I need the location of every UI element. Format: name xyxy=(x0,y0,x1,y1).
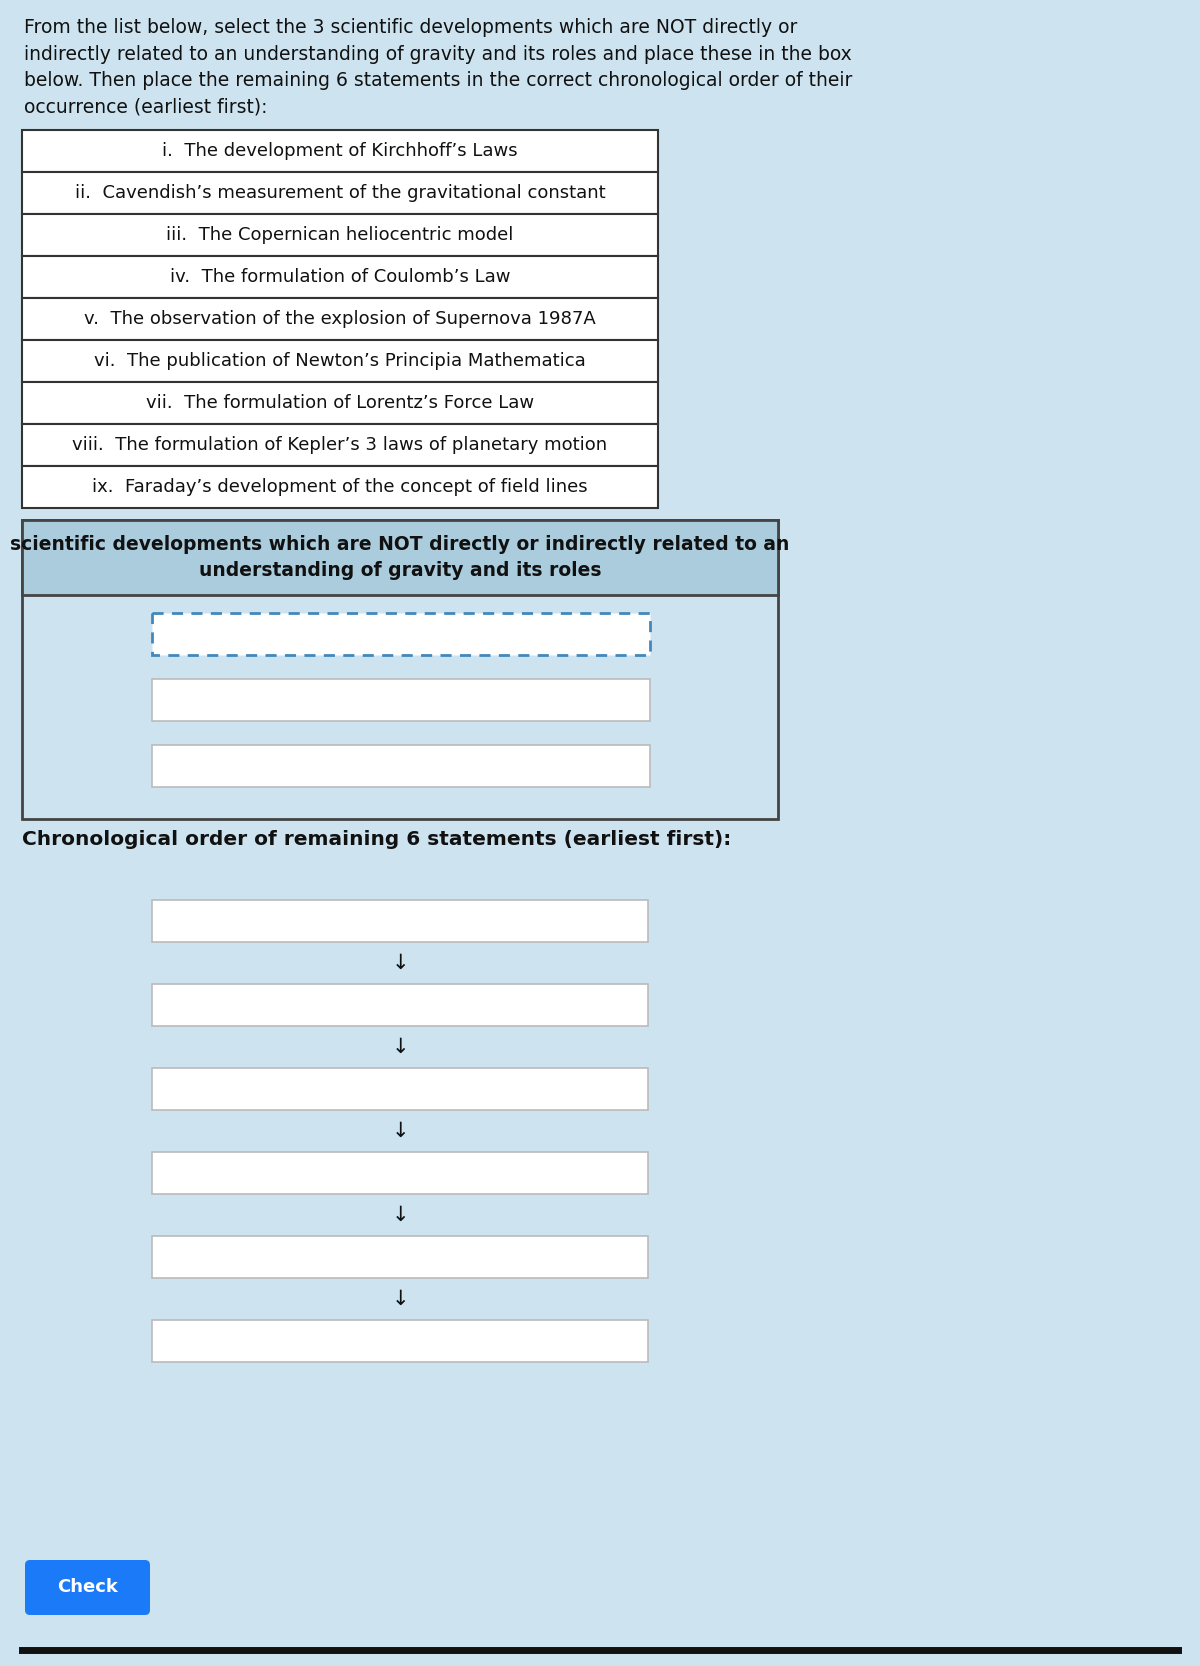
Text: viii.  The formulation of Kepler’s 3 laws of planetary motion: viii. The formulation of Kepler’s 3 laws… xyxy=(72,436,607,455)
FancyBboxPatch shape xyxy=(152,1068,648,1110)
Text: ix.  Faraday’s development of the concept of field lines: ix. Faraday’s development of the concept… xyxy=(92,478,588,496)
FancyBboxPatch shape xyxy=(22,520,778,595)
FancyBboxPatch shape xyxy=(22,520,778,820)
Text: ↓: ↓ xyxy=(391,1205,409,1225)
Text: Chronological order of remaining 6 statements (earliest first):: Chronological order of remaining 6 state… xyxy=(22,830,731,850)
Text: From the list below, select the 3 scientific developments which are NOT directly: From the list below, select the 3 scient… xyxy=(24,18,852,117)
FancyBboxPatch shape xyxy=(22,425,658,466)
FancyBboxPatch shape xyxy=(22,340,658,382)
FancyBboxPatch shape xyxy=(152,985,648,1026)
FancyBboxPatch shape xyxy=(152,680,650,721)
FancyBboxPatch shape xyxy=(22,382,658,425)
Text: ii.  Cavendish’s measurement of the gravitational constant: ii. Cavendish’s measurement of the gravi… xyxy=(74,183,605,202)
FancyBboxPatch shape xyxy=(22,130,658,172)
FancyBboxPatch shape xyxy=(152,1236,648,1278)
Text: ↓: ↓ xyxy=(391,1036,409,1056)
FancyBboxPatch shape xyxy=(22,172,658,213)
Text: iv.  The formulation of Coulomb’s Law: iv. The formulation of Coulomb’s Law xyxy=(169,268,510,287)
Text: scientific developments which are NOT directly or indirectly related to an
under: scientific developments which are NOT di… xyxy=(11,535,790,580)
FancyBboxPatch shape xyxy=(152,613,650,655)
FancyBboxPatch shape xyxy=(152,745,650,786)
Text: vii.  The formulation of Lorentz’s Force Law: vii. The formulation of Lorentz’s Force … xyxy=(146,393,534,412)
FancyBboxPatch shape xyxy=(152,1151,648,1195)
Text: ↓: ↓ xyxy=(391,1289,409,1309)
Text: Check: Check xyxy=(58,1578,118,1596)
Text: i.  The development of Kirchhoff’s Laws: i. The development of Kirchhoff’s Laws xyxy=(162,142,518,160)
FancyBboxPatch shape xyxy=(152,900,648,941)
Text: v.  The observation of the explosion of Supernova 1987A: v. The observation of the explosion of S… xyxy=(84,310,596,328)
Text: iii.  The Copernican heliocentric model: iii. The Copernican heliocentric model xyxy=(167,227,514,243)
FancyBboxPatch shape xyxy=(25,1559,150,1614)
FancyBboxPatch shape xyxy=(152,1319,648,1363)
FancyBboxPatch shape xyxy=(22,298,658,340)
FancyBboxPatch shape xyxy=(22,257,658,298)
FancyBboxPatch shape xyxy=(22,466,658,508)
Text: vi.  The publication of Newton’s Principia Mathematica: vi. The publication of Newton’s Principi… xyxy=(94,352,586,370)
FancyBboxPatch shape xyxy=(22,213,658,257)
Text: ↓: ↓ xyxy=(391,1121,409,1141)
Text: ↓: ↓ xyxy=(391,953,409,973)
